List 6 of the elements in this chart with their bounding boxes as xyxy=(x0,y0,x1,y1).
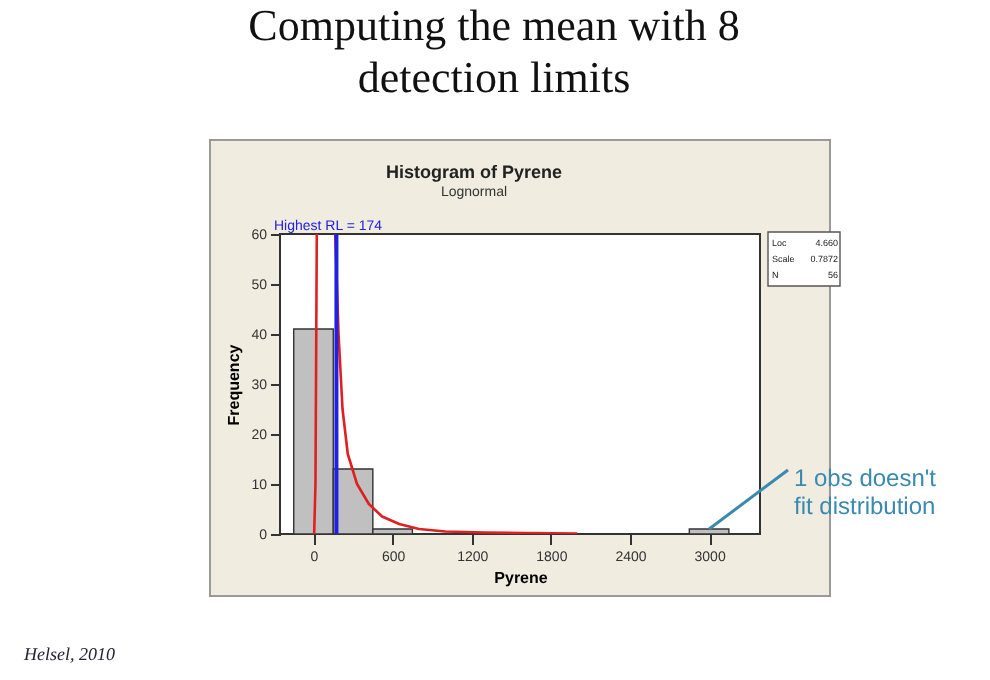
x-axis-title: Pyrene xyxy=(494,569,549,587)
y-axis-title: Frequency xyxy=(225,343,244,426)
annotation: 1 obs doesn't fit distribution xyxy=(794,464,938,520)
text: Computing the mean with 8 detection limits xyxy=(248,0,740,102)
chart-title: Histogram of Pyrene xyxy=(385,162,563,182)
text: Helsel, 2010 xyxy=(22,644,116,664)
